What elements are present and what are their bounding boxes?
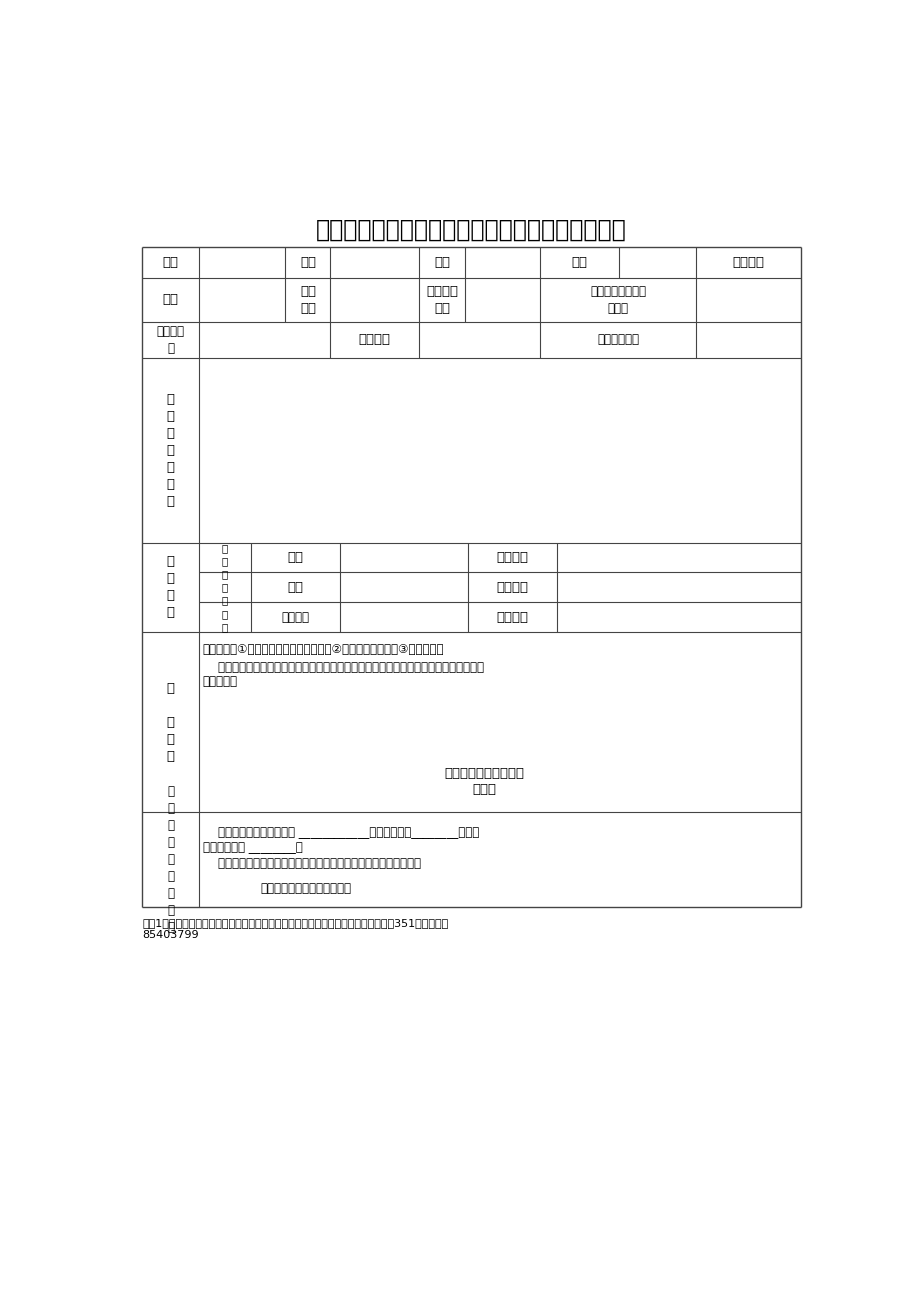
Text: 政治
面貌: 政治 面貌 xyxy=(300,285,315,315)
Text: 出生年月: 出生年月 xyxy=(732,256,764,269)
Text: 同意该教师报考四川大学 ____________专业（学科）________学位，: 同意该教师报考四川大学 ____________专业（学科）________学位… xyxy=(202,826,478,839)
Text: 学校: 学校 xyxy=(287,552,303,565)
Text: 现学历及
学位: 现学历及 学位 xyxy=(425,285,458,315)
Text: 单

位
意
见: 单 位 意 见 xyxy=(166,682,175,762)
Text: 其培养方式为 ________。: 其培养方式为 ________。 xyxy=(202,842,302,855)
Text: 校
管
门
核
见
学
主
部
审: 校 管 门 核 见 学 主 部 审 xyxy=(166,785,174,934)
Text: 单位: 单位 xyxy=(163,293,178,306)
Text: 请
读
位
攻
读
学
学: 请 读 位 攻 读 学 学 xyxy=(221,543,228,632)
Text: 专业技术职务及聘
任时间: 专业技术职务及聘 任时间 xyxy=(589,285,645,315)
Text: 研究方向: 研究方向 xyxy=(358,333,391,346)
Text: 籍贯: 籍贯 xyxy=(434,256,449,269)
Text: 培养方式: 培养方式 xyxy=(495,610,528,623)
Text: 到校工作时间: 到校工作时间 xyxy=(596,333,639,346)
Text: 工
作
及
学
习
简
历: 工 作 及 学 习 简 历 xyxy=(166,393,175,507)
Text: 现从事专
业: 现从事专 业 xyxy=(156,325,184,355)
Text: 负责人签字（盖章）：: 负责人签字（盖章）： xyxy=(444,768,524,781)
Text: 妥善安排。: 妥善安排。 xyxy=(202,675,237,688)
Text: 意见中明确①攻读学位期间具体工作安排②是否承担培养经费③送培方式：: 意见中明确①攻读学位期间具体工作安排②是否承担培养经费③送培方式： xyxy=(202,643,444,656)
Text: 负责人签字（盖章）：年月日: 负责人签字（盖章）：年月日 xyxy=(260,882,351,895)
Text: 性别: 性别 xyxy=(300,256,315,269)
Text: 研究方向: 研究方向 xyxy=(281,610,309,623)
Text: 联系电话: 联系电话 xyxy=(495,580,528,593)
Text: 85403799: 85403799 xyxy=(142,930,199,939)
Text: 民族: 民族 xyxy=(571,256,586,269)
Text: 攻读学位: 攻读学位 xyxy=(495,552,528,565)
Text: 专业: 专业 xyxy=(287,580,303,593)
Text: 四川大学教职工在职攻读硕、博士学位报考申请表: 四川大学教职工在职攻读硕、博士学位报考申请表 xyxy=(316,217,626,241)
Text: 姓名: 姓名 xyxy=(163,256,178,269)
Text: 注：1、此表一式两份，经所在学院签字盖章后报人事处青年教师工作科（西区行政楼351室），电话: 注：1、此表一式两份，经所在学院签字盖章后报人事处青年教师工作科（西区行政楼35… xyxy=(142,919,448,929)
Text: 年月日: 年月日 xyxy=(471,783,495,795)
Text: 本
人
申
请: 本 人 申 请 xyxy=(166,556,175,619)
Text: 被录取后，应签订有关协议，履行相应职责，遵守学校有关规定。: 被录取后，应签订有关协议，履行相应职责，遵守学校有关规定。 xyxy=(202,857,420,870)
Text: 我院同意其以研究生毕业同等学力申请学位，在职攻读学位期间具体工作已妥善安排。: 我院同意其以研究生毕业同等学力申请学位，在职攻读学位期间具体工作已妥善安排。 xyxy=(202,661,483,674)
